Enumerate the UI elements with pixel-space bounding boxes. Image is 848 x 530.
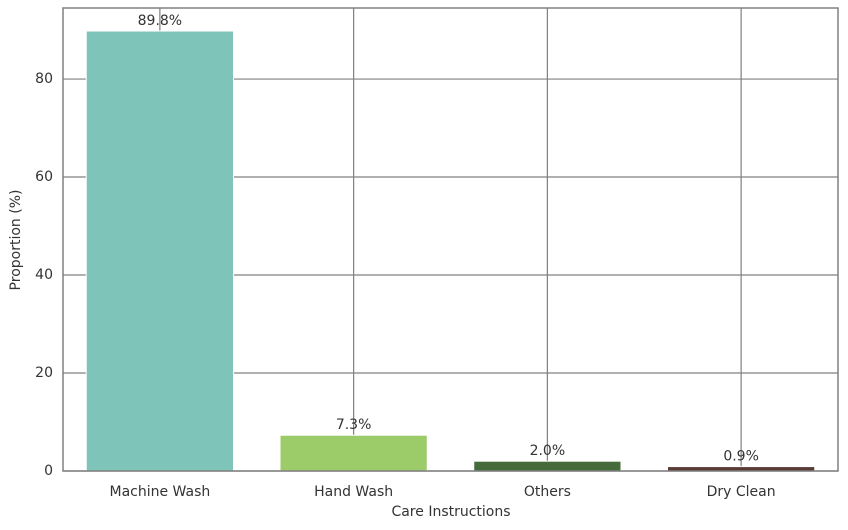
value-label: 0.9%	[723, 449, 759, 465]
bar	[85, 30, 234, 472]
y-axis-label: Proportion (%)	[8, 190, 24, 291]
plot-frame	[62, 7, 839, 472]
y-tick-label: 20	[35, 365, 53, 381]
bar	[473, 460, 622, 472]
value-label: 7.3%	[336, 417, 372, 433]
x-tick-label: Dry Clean	[707, 484, 776, 500]
x-tick-label: Others	[524, 484, 571, 500]
x-tick-label: Hand Wash	[314, 484, 393, 500]
x-tick-label: Machine Wash	[110, 484, 211, 500]
value-label: 2.0%	[530, 443, 566, 459]
y-tick-label: 60	[35, 169, 53, 185]
y-tick-label: 0	[44, 463, 53, 479]
x-axis-label: Care Instructions	[391, 504, 510, 520]
bar	[279, 434, 428, 472]
value-label: 89.8%	[138, 13, 182, 29]
y-tick-label: 80	[35, 71, 53, 87]
y-tick-label: 40	[35, 267, 53, 283]
